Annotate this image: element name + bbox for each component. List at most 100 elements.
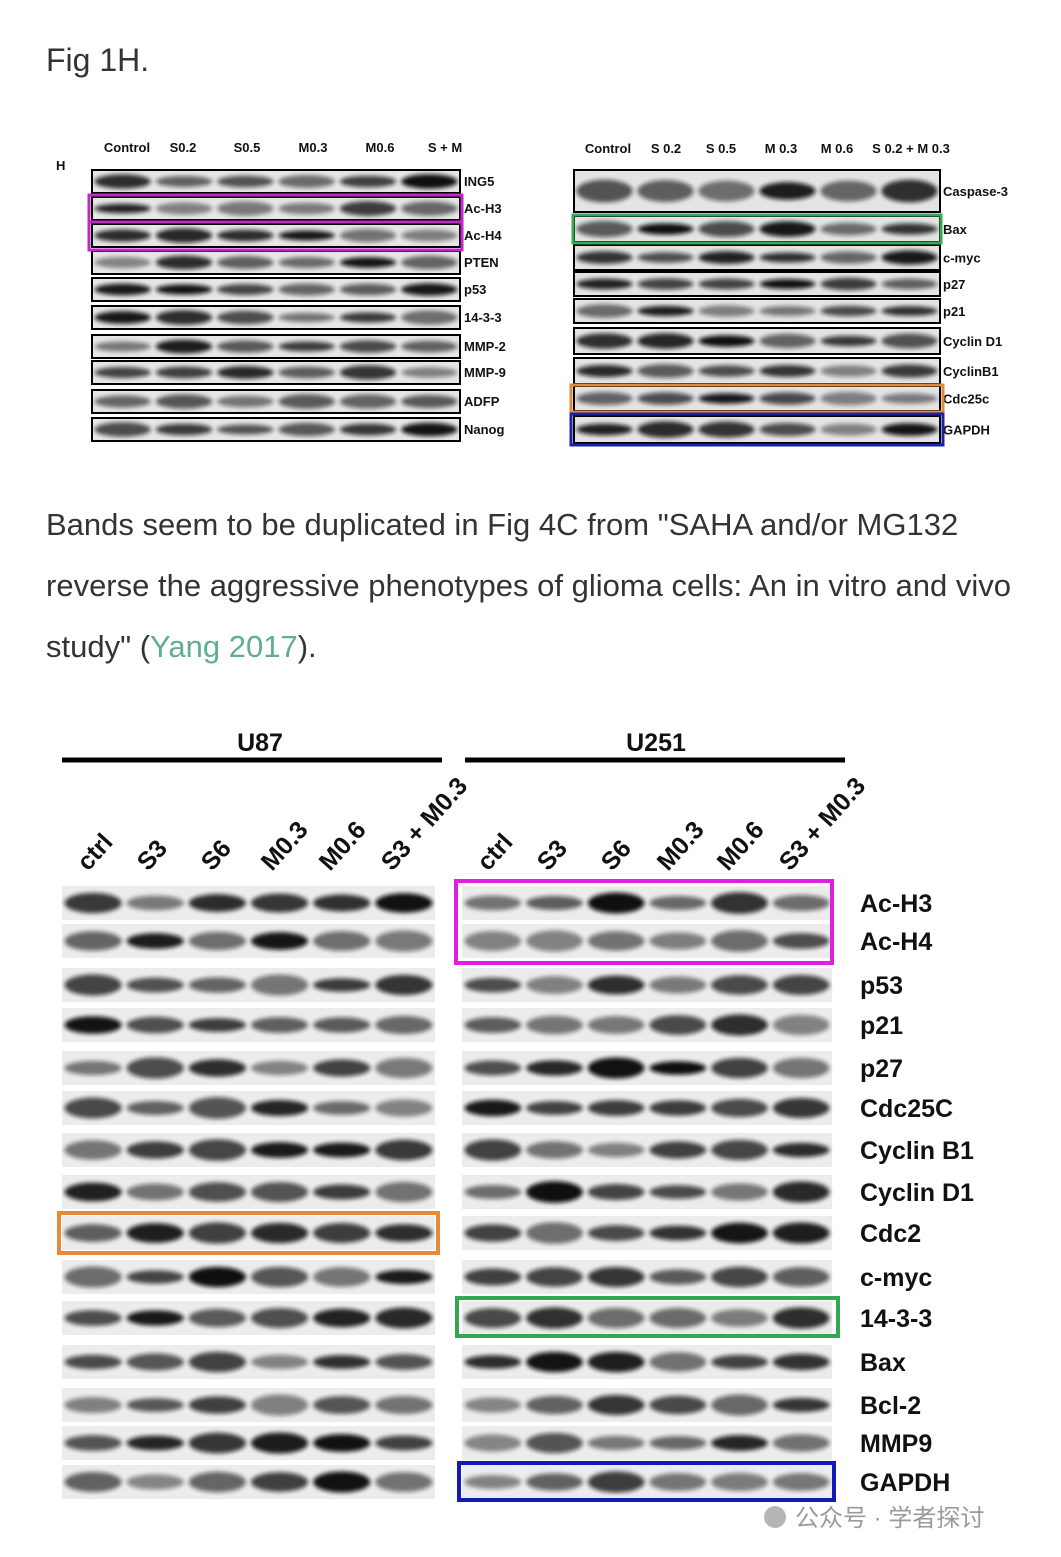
band: [278, 341, 335, 352]
band: [698, 335, 755, 347]
band: [576, 304, 633, 318]
strip-border: [573, 271, 941, 297]
band: [94, 229, 151, 242]
band: [698, 365, 755, 377]
band: [772, 1181, 830, 1203]
strip-border: [91, 169, 461, 194]
band: [464, 1224, 522, 1242]
band: [64, 1224, 122, 1242]
band: [587, 1471, 645, 1493]
blot-strip: [462, 1388, 832, 1422]
band: [759, 305, 816, 317]
band: [313, 1142, 371, 1158]
band: [250, 1142, 309, 1158]
blot-strip: [462, 886, 832, 920]
blot-strip: [574, 386, 940, 411]
row-label: p27: [860, 1055, 903, 1083]
blot-strip: [574, 416, 940, 443]
band: [313, 894, 371, 912]
band: [649, 1269, 707, 1285]
band: [464, 895, 522, 911]
band: [188, 1182, 247, 1202]
band: [772, 1142, 830, 1158]
blot-strip: [462, 1051, 832, 1085]
band: [94, 422, 151, 437]
blot-strip: [574, 272, 940, 296]
band: [278, 366, 335, 379]
blot-strip: [574, 358, 940, 384]
band: [637, 364, 694, 378]
band: [375, 1395, 433, 1415]
band: [94, 366, 151, 379]
band: [250, 932, 309, 950]
band: [126, 1398, 184, 1412]
band: [711, 1435, 768, 1451]
strip-border: [91, 277, 461, 302]
band: [526, 1015, 583, 1035]
band: [637, 333, 694, 349]
heading: Fig 1H.: [46, 42, 150, 78]
band: [820, 391, 877, 406]
band: [772, 1098, 830, 1118]
band: [587, 1057, 645, 1079]
band: [637, 180, 694, 202]
band: [772, 1307, 830, 1329]
band: [155, 202, 213, 215]
band: [217, 284, 274, 295]
band: [881, 333, 938, 349]
band: [649, 1473, 707, 1491]
band: [464, 1355, 522, 1369]
band: [587, 1307, 645, 1329]
column-label: M0.6: [314, 816, 372, 876]
column-label: S3: [532, 835, 573, 876]
band: [126, 1474, 184, 1490]
strip-border: [91, 334, 461, 359]
band: [649, 1100, 707, 1116]
column-label: S6: [596, 835, 637, 876]
link[interactable]: Yang 2017: [150, 629, 298, 664]
band: [217, 395, 274, 408]
blot-strip: [462, 1216, 832, 1250]
band: [711, 1354, 768, 1370]
band: [250, 1099, 309, 1117]
band: [188, 1471, 247, 1493]
blot-strip: [462, 924, 832, 958]
band: [188, 1396, 247, 1414]
band: [464, 1475, 522, 1489]
band: [278, 230, 335, 241]
band: [94, 283, 151, 296]
band: [820, 222, 877, 236]
band: [772, 894, 830, 912]
column-label: M0.3: [256, 816, 314, 876]
band: [401, 174, 458, 189]
band: [637, 392, 694, 405]
band: [155, 255, 213, 270]
band: [526, 1181, 583, 1203]
row-label: c-myc: [860, 1264, 932, 1292]
row-label: MMP9: [860, 1430, 932, 1458]
band: [881, 179, 938, 203]
band: [188, 1308, 247, 1328]
row-label: Cyclin D1: [860, 1179, 974, 1207]
blot-strip: [462, 1465, 832, 1499]
band: [64, 1140, 122, 1160]
blot-strip: [462, 1301, 832, 1335]
band: [64, 1016, 122, 1034]
row-label: c-myc: [943, 251, 981, 266]
band: [526, 1432, 583, 1454]
band: [401, 201, 458, 216]
highlight-box: [569, 383, 945, 414]
band: [649, 1308, 707, 1328]
band: [881, 223, 938, 235]
band: [637, 223, 694, 235]
band: [881, 364, 938, 378]
band: [772, 1014, 830, 1036]
band: [711, 1057, 768, 1079]
column-label: S + M: [428, 140, 462, 155]
row-label: PTEN: [464, 255, 499, 270]
blot-strip: [62, 1175, 435, 1209]
band: [217, 201, 274, 216]
strip-border: [91, 417, 461, 442]
